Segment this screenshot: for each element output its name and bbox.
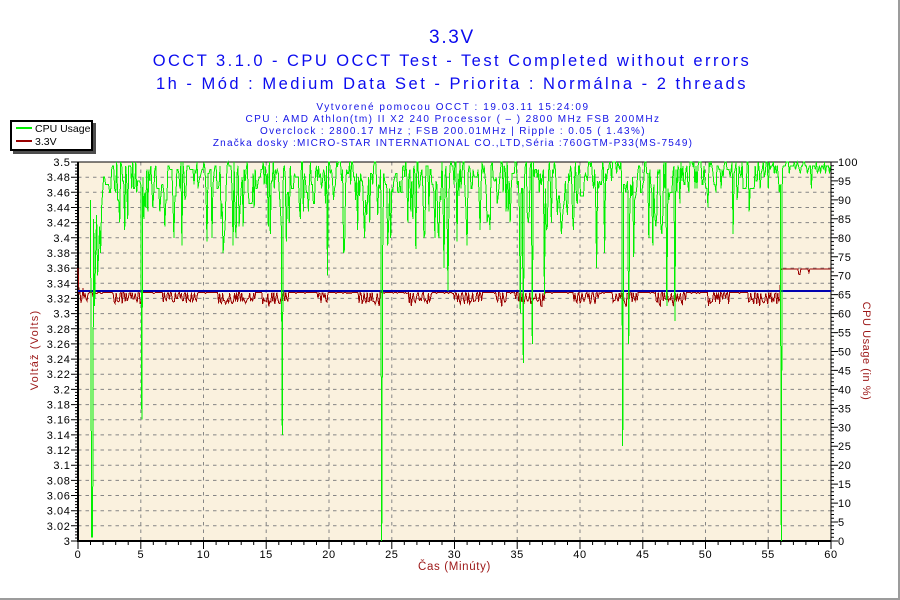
svg-text:0: 0 [838, 536, 845, 548]
svg-text:3.36: 3.36 [47, 263, 71, 275]
svg-text:3.12: 3.12 [47, 445, 71, 457]
svg-text:3.24: 3.24 [47, 354, 71, 366]
svg-text:75: 75 [838, 252, 851, 264]
svg-text:3.26: 3.26 [47, 339, 71, 351]
svg-text:60: 60 [824, 549, 837, 561]
svg-text:3.4: 3.4 [53, 233, 70, 245]
svg-text:15: 15 [259, 549, 272, 561]
svg-text:5: 5 [838, 517, 845, 529]
svg-text:10: 10 [197, 549, 210, 561]
svg-text:55: 55 [761, 549, 774, 561]
svg-text:3.44: 3.44 [47, 203, 71, 215]
svg-text:3.3: 3.3 [53, 309, 70, 321]
svg-text:20: 20 [838, 460, 851, 472]
svg-text:3.06: 3.06 [47, 491, 71, 503]
svg-text:3.2: 3.2 [53, 384, 70, 396]
svg-text:3.46: 3.46 [47, 187, 71, 199]
svg-text:3.18: 3.18 [47, 400, 71, 412]
svg-text:3.34: 3.34 [47, 278, 71, 290]
svg-text:3.28: 3.28 [47, 324, 71, 336]
svg-text:30: 30 [838, 422, 851, 434]
svg-text:3.5: 3.5 [53, 157, 70, 169]
svg-text:85: 85 [838, 214, 851, 226]
svg-text:25: 25 [838, 441, 851, 453]
svg-text:20: 20 [322, 549, 335, 561]
svg-text:30: 30 [448, 549, 461, 561]
svg-text:45: 45 [636, 549, 649, 561]
svg-text:5: 5 [137, 549, 144, 561]
svg-text:10: 10 [838, 498, 851, 510]
svg-text:40: 40 [573, 549, 586, 561]
svg-text:15: 15 [838, 479, 851, 491]
svg-text:50: 50 [699, 549, 712, 561]
svg-text:3.02: 3.02 [47, 521, 71, 533]
svg-text:65: 65 [838, 290, 851, 302]
svg-text:3.14: 3.14 [47, 430, 71, 442]
svg-text:40: 40 [838, 384, 851, 396]
svg-text:0: 0 [75, 549, 82, 561]
svg-text:3.48: 3.48 [47, 172, 71, 184]
svg-text:70: 70 [838, 271, 851, 283]
svg-text:35: 35 [510, 549, 523, 561]
svg-text:3.38: 3.38 [47, 248, 71, 260]
svg-text:3: 3 [64, 536, 71, 548]
svg-text:25: 25 [385, 549, 398, 561]
svg-text:3.42: 3.42 [47, 218, 71, 230]
svg-text:3.1: 3.1 [53, 460, 70, 472]
svg-text:55: 55 [838, 328, 851, 340]
svg-text:45: 45 [838, 365, 851, 377]
svg-text:50: 50 [838, 347, 851, 359]
svg-text:3.04: 3.04 [47, 506, 71, 518]
svg-text:95: 95 [838, 176, 851, 188]
svg-text:90: 90 [838, 195, 851, 207]
svg-text:80: 80 [838, 233, 851, 245]
svg-text:3.32: 3.32 [47, 293, 71, 305]
svg-text:3.22: 3.22 [47, 369, 71, 381]
svg-text:60: 60 [838, 309, 851, 321]
svg-text:100: 100 [838, 157, 858, 169]
svg-text:35: 35 [838, 403, 851, 415]
svg-text:3.08: 3.08 [47, 475, 71, 487]
svg-text:3.16: 3.16 [47, 415, 71, 427]
